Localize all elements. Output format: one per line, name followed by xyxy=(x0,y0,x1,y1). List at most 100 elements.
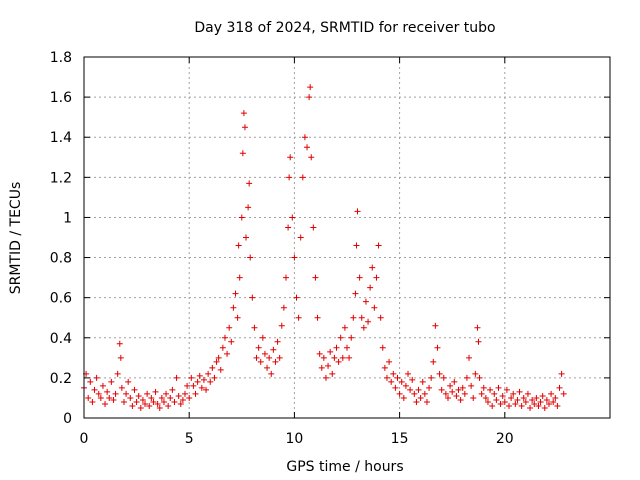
data-point xyxy=(353,242,360,249)
data-point xyxy=(108,378,115,385)
data-point xyxy=(177,400,184,407)
y-tick-label: 1 xyxy=(63,210,72,226)
data-point xyxy=(371,304,378,311)
x-tick-label: 5 xyxy=(185,431,194,447)
data-point xyxy=(232,290,239,297)
data-point xyxy=(163,390,170,397)
data-point xyxy=(135,392,142,399)
data-point xyxy=(377,314,384,321)
data-point xyxy=(344,344,350,351)
data-point xyxy=(409,376,416,383)
data-point xyxy=(299,174,306,181)
data-point xyxy=(495,384,502,391)
data-point xyxy=(297,234,304,241)
data-point xyxy=(186,394,193,401)
data-point xyxy=(423,398,430,405)
data-point xyxy=(234,314,241,321)
data-point xyxy=(226,324,233,331)
data-point xyxy=(295,314,302,321)
data-point xyxy=(381,364,388,371)
data-point xyxy=(348,334,355,341)
data-point xyxy=(463,374,470,381)
data-point xyxy=(316,350,323,357)
data-point xyxy=(475,338,482,345)
data-point xyxy=(466,354,473,361)
data-point xyxy=(307,84,314,91)
data-point xyxy=(541,404,548,411)
data-point xyxy=(480,384,487,391)
data-point xyxy=(510,390,517,397)
data-point xyxy=(482,394,489,401)
data-point xyxy=(196,372,203,379)
data-point xyxy=(125,378,132,385)
data-point xyxy=(411,390,418,397)
data-point xyxy=(421,390,428,397)
x-axis-label: GPS time / hours xyxy=(286,459,403,475)
data-point xyxy=(461,390,468,397)
y-tick-label: 1.8 xyxy=(50,50,72,66)
data-point xyxy=(451,378,458,385)
data-point xyxy=(173,374,180,381)
data-point xyxy=(142,400,149,407)
data-point xyxy=(487,386,494,393)
data-point xyxy=(346,354,353,361)
chart-title: Day 318 of 2024, SRMTID for receiver tub… xyxy=(194,20,495,36)
data-point xyxy=(133,398,140,405)
y-tick-label: 0.8 xyxy=(50,251,72,267)
data-point xyxy=(394,374,401,381)
data-point xyxy=(388,378,395,385)
data-point xyxy=(322,374,329,381)
data-point xyxy=(493,396,500,403)
data-point xyxy=(114,370,121,377)
data-point xyxy=(93,374,100,381)
data-point xyxy=(426,384,433,391)
data-point xyxy=(392,384,399,391)
data-point xyxy=(259,334,266,341)
data-point xyxy=(379,344,386,351)
data-point xyxy=(99,382,106,389)
data-point xyxy=(255,344,262,351)
data-point xyxy=(85,394,92,401)
data-point xyxy=(335,358,342,365)
data-point xyxy=(266,354,273,361)
data-point xyxy=(552,394,559,401)
data-point xyxy=(102,400,109,407)
data-point xyxy=(491,390,498,397)
data-point xyxy=(529,396,536,403)
data-point xyxy=(535,402,542,409)
data-point xyxy=(314,314,321,321)
data-point xyxy=(558,370,565,377)
data-point xyxy=(301,134,308,141)
data-point xyxy=(278,322,285,329)
data-point xyxy=(181,390,188,397)
data-point xyxy=(419,378,426,385)
data-point xyxy=(203,386,210,393)
data-point xyxy=(123,390,130,397)
data-point xyxy=(432,322,439,329)
tick-labels: 0 5 10 15 20 0 0.2 0.4 0.6 0.8 1 1.2 1.4 1.6 1.8 xyxy=(50,50,514,447)
data-point xyxy=(327,348,334,355)
data-point xyxy=(506,402,513,409)
data-point xyxy=(474,324,481,331)
data-point xyxy=(97,394,104,401)
data-point xyxy=(356,274,363,281)
data-point xyxy=(516,388,523,395)
y-tick-label: 0.4 xyxy=(50,331,72,347)
data-point xyxy=(533,394,540,401)
data-point xyxy=(503,386,510,393)
data-point xyxy=(144,390,151,397)
data-point xyxy=(270,346,277,353)
data-point xyxy=(468,382,475,389)
data-point xyxy=(215,354,222,361)
data-point xyxy=(453,392,460,399)
data-point xyxy=(337,334,344,341)
data-point xyxy=(112,390,119,397)
data-point xyxy=(539,392,546,399)
data-point xyxy=(243,234,250,241)
data-point xyxy=(383,374,390,381)
data-point xyxy=(537,398,544,405)
data-point xyxy=(508,394,515,401)
data-point xyxy=(373,274,380,281)
data-point xyxy=(160,398,167,405)
data-point xyxy=(148,394,155,401)
